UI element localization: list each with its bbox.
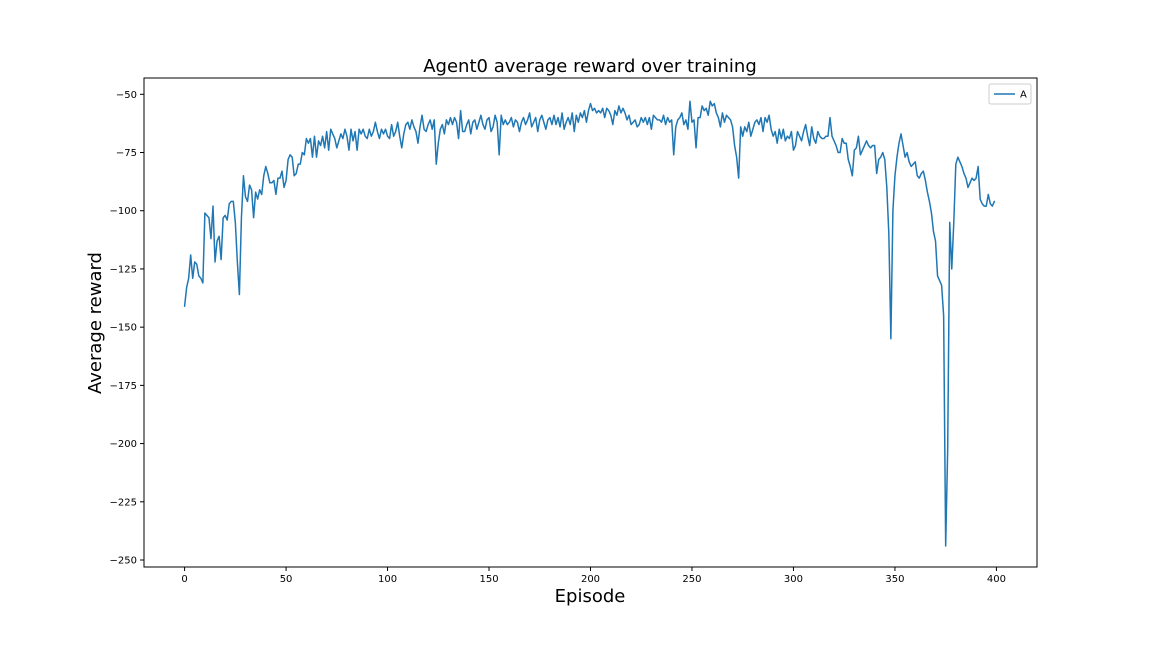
legend-label: A <box>1020 90 1027 101</box>
x-tick-label: 150 <box>479 574 498 585</box>
x-tick-label: 100 <box>378 574 397 585</box>
y-tick-label: −75 <box>116 148 137 159</box>
y-tick-label: −225 <box>110 497 137 508</box>
y-tick-label: −50 <box>116 90 137 101</box>
x-tick-label: 350 <box>885 574 904 585</box>
y-tick-label: −100 <box>110 206 137 217</box>
x-tick-label: 300 <box>784 574 803 585</box>
x-axis-label: Episode <box>555 586 626 607</box>
y-tick-label: −250 <box>110 556 137 567</box>
x-tick-label: 50 <box>280 574 293 585</box>
y-axis-label: Average reward <box>85 252 106 394</box>
y-tick-label: −200 <box>110 439 137 450</box>
y-tick-label: −150 <box>110 323 137 334</box>
chart-title: Agent0 average reward over training <box>423 56 757 77</box>
series-line-A <box>183 100 996 547</box>
y-tick-label: −125 <box>110 264 137 275</box>
x-tick-label: 250 <box>682 574 701 585</box>
x-tick-label: 400 <box>987 574 1006 585</box>
x-tick-label: 200 <box>581 574 600 585</box>
x-tick-label: 0 <box>181 574 187 585</box>
plot-area: 0 50 100 150 200 250 300 350 400 −50 −75 −100 −125 −1… <box>110 77 1038 585</box>
y-tick-label: −175 <box>110 381 137 392</box>
